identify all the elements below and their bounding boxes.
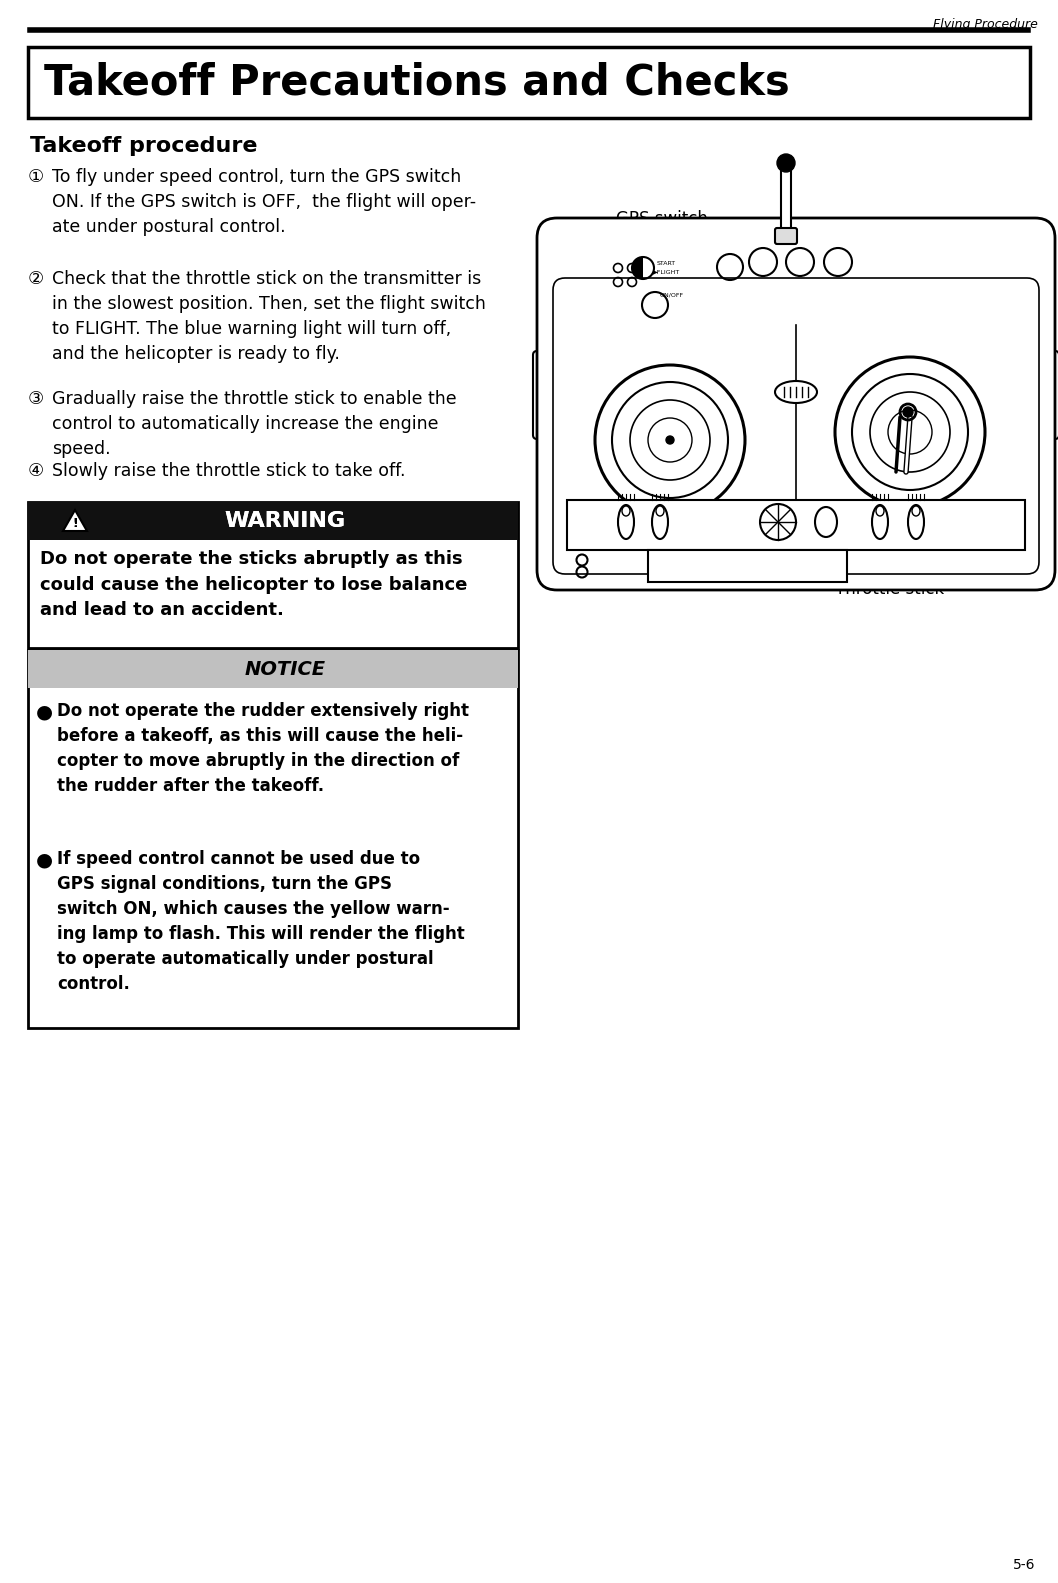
Text: GPS switch: GPS switch — [616, 211, 708, 228]
FancyBboxPatch shape — [1023, 351, 1058, 438]
FancyBboxPatch shape — [28, 651, 518, 689]
Text: !: ! — [72, 516, 78, 529]
Text: If speed control cannot be used due to
GPS signal conditions, turn the GPS
switc: If speed control cannot be used due to G… — [57, 850, 464, 993]
Ellipse shape — [912, 507, 920, 516]
Ellipse shape — [656, 507, 664, 516]
Text: To fly under speed control, turn the GPS switch
ON. If the GPS switch is OFF,  t: To fly under speed control, turn the GPS… — [52, 168, 476, 236]
Ellipse shape — [622, 507, 630, 516]
Text: Do not operate the rudder extensively right
before a takeoff, as this will cause: Do not operate the rudder extensively ri… — [57, 701, 469, 795]
Text: Takeoff Precautions and Checks: Takeoff Precautions and Checks — [44, 62, 789, 103]
Text: WARNING: WARNING — [224, 511, 346, 530]
FancyBboxPatch shape — [647, 549, 847, 583]
Polygon shape — [63, 510, 87, 530]
Text: NOTICE: NOTICE — [244, 660, 326, 679]
Text: START: START — [657, 261, 676, 266]
Text: ▶FLIGHT: ▶FLIGHT — [653, 269, 680, 274]
Ellipse shape — [908, 505, 924, 538]
Text: Slowly raise the throttle stick to take off.: Slowly raise the throttle stick to take … — [52, 462, 405, 480]
Text: Flying Procedure: Flying Procedure — [933, 17, 1038, 32]
FancyBboxPatch shape — [537, 218, 1055, 590]
Wedge shape — [632, 256, 643, 279]
Ellipse shape — [652, 505, 668, 538]
Text: ①: ① — [28, 168, 44, 185]
Text: ●: ● — [36, 850, 53, 869]
Ellipse shape — [776, 382, 817, 404]
Circle shape — [777, 154, 795, 173]
FancyBboxPatch shape — [28, 47, 1030, 119]
FancyBboxPatch shape — [28, 502, 518, 540]
FancyBboxPatch shape — [781, 165, 791, 237]
Ellipse shape — [872, 505, 888, 538]
Ellipse shape — [815, 507, 837, 537]
Text: Check that the throttle stick on the transmitter is
in the slowest position. The: Check that the throttle stick on the tra… — [52, 271, 486, 363]
Text: 5-6: 5-6 — [1013, 1558, 1035, 1572]
Text: ON/OFF: ON/OFF — [660, 293, 685, 298]
FancyBboxPatch shape — [28, 502, 518, 540]
FancyBboxPatch shape — [553, 279, 1039, 575]
FancyBboxPatch shape — [567, 500, 1025, 549]
Text: Throttle stick: Throttle stick — [835, 579, 944, 598]
Text: ④: ④ — [28, 462, 44, 480]
Text: Takeoff procedure: Takeoff procedure — [30, 136, 257, 157]
FancyBboxPatch shape — [28, 502, 518, 647]
Circle shape — [902, 407, 913, 416]
Ellipse shape — [876, 507, 884, 516]
Text: !: ! — [72, 516, 78, 529]
Ellipse shape — [618, 505, 634, 538]
Text: ③: ③ — [28, 389, 44, 408]
FancyBboxPatch shape — [776, 228, 797, 244]
Text: WARNING: WARNING — [224, 511, 346, 530]
Text: Gradually raise the throttle stick to enable the
control to automatically increa: Gradually raise the throttle stick to en… — [52, 389, 457, 457]
Text: ②: ② — [28, 271, 44, 288]
FancyBboxPatch shape — [28, 651, 518, 1027]
Text: ●: ● — [36, 701, 53, 720]
Polygon shape — [63, 510, 87, 530]
Text: Do not operate the sticks abruptly as this
could cause the helicopter to lose ba: Do not operate the sticks abruptly as th… — [40, 549, 468, 619]
FancyBboxPatch shape — [533, 351, 569, 438]
Circle shape — [665, 435, 674, 443]
